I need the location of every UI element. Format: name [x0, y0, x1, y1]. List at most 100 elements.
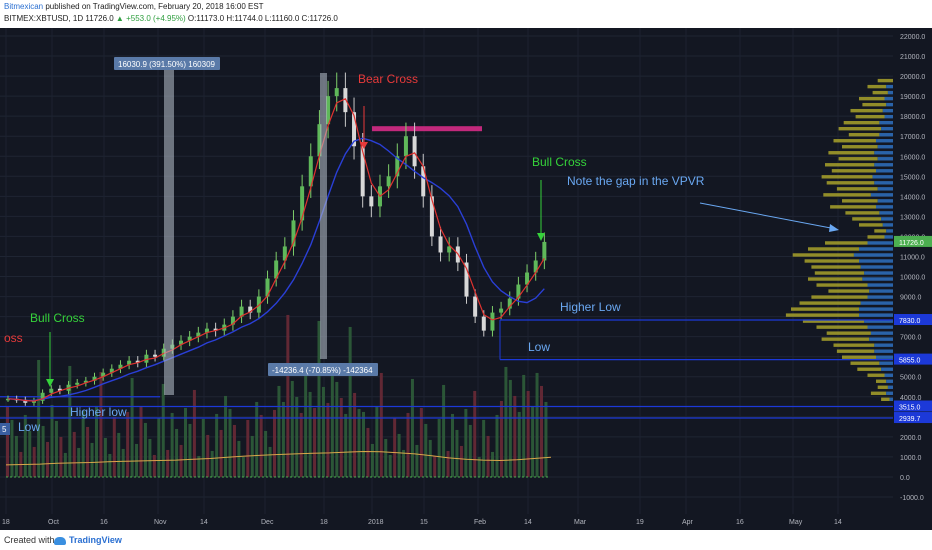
ohlc-values: O:11173.0 H:11744.0 L:11160.0 C:11726.0	[187, 14, 338, 23]
candle-body	[230, 316, 235, 325]
vpvr-bar-inner	[884, 235, 893, 239]
vpvr-bar-inner	[886, 391, 893, 395]
candle-body	[464, 262, 469, 297]
volume-bar	[255, 401, 259, 477]
volume-bar	[148, 438, 152, 477]
candle-body	[179, 340, 184, 345]
time-tick-label: 14	[834, 519, 842, 526]
volume-bar	[495, 414, 499, 477]
volume-bar	[46, 441, 50, 477]
time-tick-label: 18	[2, 519, 10, 526]
vpvr-bar	[867, 235, 885, 239]
volume-bar	[419, 407, 423, 477]
last-price: 11726.0	[85, 14, 114, 23]
volume-bar	[433, 455, 437, 477]
grid-lines	[0, 28, 893, 514]
candle-body	[40, 392, 45, 401]
price-tick-label: 19000.0	[900, 94, 925, 101]
vpvr-bar-inner	[877, 187, 893, 191]
volume-bar	[68, 365, 72, 477]
volume-bar	[161, 383, 165, 477]
vpvr-bar	[828, 151, 875, 155]
candle-body	[317, 124, 322, 157]
price-label: 5855.0	[899, 358, 921, 365]
volume-bar	[117, 432, 121, 477]
price-tick-label: 2000.0	[900, 435, 922, 442]
candle-body	[308, 156, 313, 187]
candle-body	[196, 332, 201, 337]
volume-bar	[455, 429, 459, 477]
volume-bar	[192, 389, 196, 477]
time-tick-label: Feb	[474, 519, 486, 526]
volume-bar	[250, 435, 254, 477]
volume-bar	[228, 408, 232, 477]
volume-bar	[308, 391, 312, 477]
candle-body	[248, 306, 253, 313]
vpvr-bar	[791, 307, 859, 311]
author-link[interactable]: Bitmexican	[4, 2, 44, 11]
vpvr-bar	[836, 187, 878, 191]
volume-bar	[72, 431, 76, 477]
volume-bar	[330, 365, 334, 477]
price-tick-label: 11000.0	[900, 254, 925, 261]
volume-profile	[785, 78, 893, 401]
vpvr-bar-inner	[879, 361, 893, 365]
candle-body	[386, 176, 391, 187]
volume-bar	[370, 443, 374, 477]
candle-body	[438, 236, 443, 253]
volume-bar	[428, 439, 432, 477]
price-label: 3515.0	[899, 405, 921, 412]
candle-body	[533, 260, 538, 273]
volume-bar	[201, 418, 205, 477]
bull-cross-left-arrowhead	[46, 379, 54, 387]
candle-body	[274, 260, 279, 279]
vpvr-bar-inner	[862, 277, 893, 281]
time-tick-label: 16	[736, 519, 744, 526]
chart-area[interactable]: 16030.9 (391.50%) 160309 -14236.4 (-70.8…	[0, 28, 932, 530]
vpvr-bar-inner	[884, 96, 893, 101]
time-tick-label: 2018	[368, 519, 384, 526]
volume-bar	[81, 410, 85, 477]
vpvr-bar-inner	[886, 84, 893, 89]
vpvr-bar	[842, 199, 878, 203]
price-tick-label: 5000.0	[900, 375, 922, 382]
volume-bar	[517, 411, 521, 477]
volume-bar	[108, 453, 112, 477]
candle-body	[421, 166, 426, 197]
time-tick-label: Apr	[682, 519, 694, 526]
vpvr-bar	[859, 96, 885, 101]
vpvr-bar	[825, 163, 875, 167]
volume-bar	[237, 440, 241, 477]
moving-averages	[7, 98, 545, 402]
candle-body	[239, 306, 244, 317]
candle-body	[6, 398, 10, 401]
candle-body	[360, 146, 365, 197]
volume-bar	[184, 407, 187, 477]
price-label-bg	[894, 353, 932, 365]
price-label-bg	[894, 235, 932, 247]
time-axis[interactable]: 18 Oct 16 Nov 14 Dec 18 2018 15 Feb 14 Mar 19 Apr 16 Ma…	[2, 519, 842, 526]
volume-bar	[295, 396, 299, 477]
volume-bar	[415, 444, 419, 477]
volume-bar	[513, 395, 517, 477]
vpvr-bar	[859, 223, 883, 227]
price-axis[interactable]: 22000.0 21000.0 20000.0 19000.0 18000.0 17000…	[893, 28, 932, 514]
price-label-bg	[894, 400, 932, 412]
candle-body	[75, 382, 80, 385]
candle-body	[127, 360, 132, 365]
footer-bar: Created with TradingView	[0, 530, 932, 550]
volume-bar	[451, 413, 454, 477]
candle-body	[101, 372, 106, 377]
vpvr-bar	[808, 247, 859, 251]
vpvr-bar-inner	[879, 211, 893, 215]
vpvr-bar-inner	[881, 127, 893, 131]
vpvr-bar-inner	[886, 379, 893, 383]
vpvr-bar-inner	[877, 157, 893, 161]
candle-body	[473, 296, 478, 317]
volume-bar	[246, 419, 250, 477]
vpvr-bar-inner	[874, 181, 893, 185]
volume-bar	[384, 438, 388, 477]
tradingview-logo[interactable]: TradingView	[54, 535, 122, 545]
price-chart[interactable]: 16030.9 (391.50%) 160309 -14236.4 (-70.8…	[0, 28, 932, 530]
vpvr-bar-inner	[874, 163, 893, 167]
